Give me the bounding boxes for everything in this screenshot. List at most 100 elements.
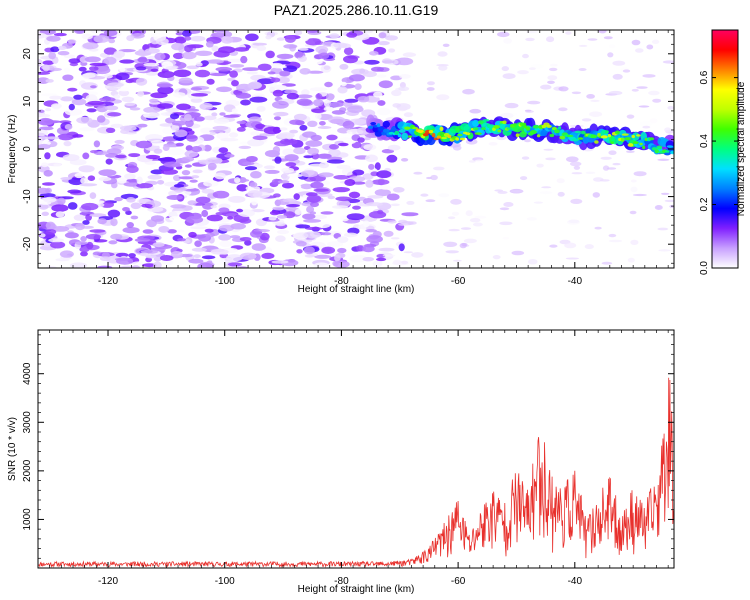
spectrogram-cell <box>608 239 623 243</box>
signal-cell <box>610 141 614 145</box>
spectrogram-cell <box>343 55 358 64</box>
spectrogram-cell <box>190 226 208 230</box>
spectrogram-cell <box>107 209 121 218</box>
spectrogram-cell <box>230 223 246 230</box>
spectrogram-cell <box>354 83 362 90</box>
spectrogram-cell <box>558 86 569 92</box>
spectrogram-cell <box>270 77 281 83</box>
spectrogram-cell <box>221 36 234 44</box>
spectrogram-cell <box>38 58 43 67</box>
spectrogram-cell <box>336 164 351 170</box>
spectrogram-cell <box>502 236 510 240</box>
spectrogram-cell <box>236 120 247 125</box>
signal-cell <box>656 145 663 150</box>
signal-cell <box>377 126 385 131</box>
spectrogram-cell <box>294 209 302 215</box>
spectrogram-cell <box>400 260 409 265</box>
spectrogram-cell <box>240 99 251 106</box>
spectrogram-cell <box>664 127 672 133</box>
signal-cell <box>422 133 429 137</box>
spectrogram-cell <box>333 175 350 180</box>
spectrogram-cell <box>549 244 558 248</box>
spectrogram-cell <box>145 71 159 76</box>
spectrogram-cell <box>382 254 396 257</box>
y-tick-label: 10 <box>22 95 33 107</box>
spectrogram-cell <box>607 52 614 58</box>
spectrogram-cell <box>391 89 402 97</box>
spectrogram-cell <box>86 241 94 250</box>
spectrogram-cell <box>138 48 145 56</box>
spectrogram-cell <box>63 141 72 147</box>
spectrogram-cell <box>365 229 377 233</box>
spectrogram-cell <box>150 68 159 73</box>
spectrogram-cell <box>157 86 174 95</box>
spectrogram-cell <box>427 81 435 86</box>
spectrogram-cell <box>300 170 318 178</box>
spectrogram-cell <box>398 219 408 224</box>
spectrogram-cell <box>438 193 450 198</box>
spectrogram-cell <box>165 107 180 113</box>
spectrogram-cell <box>363 144 377 151</box>
spectrogram-cell <box>329 101 344 108</box>
spectrogram-cell <box>351 141 362 149</box>
signal-cell <box>478 120 484 125</box>
spectrogram-cell <box>592 192 600 198</box>
spectrogram-cell <box>211 45 219 52</box>
spectrogram-cell <box>116 257 134 265</box>
spectrogram-cell <box>570 198 583 204</box>
spectrogram-cell <box>229 70 239 78</box>
spectrogram-cell <box>273 193 281 198</box>
y-tick-label: 0 <box>22 146 33 152</box>
spectrogram-cell <box>38 203 49 210</box>
spectrogram-cell <box>378 247 395 252</box>
signal-cell <box>536 134 541 138</box>
spectrogram-cell <box>652 98 662 103</box>
spectrogram-cell <box>322 247 332 252</box>
spectrogram-cell <box>276 37 285 41</box>
spectrogram-cell <box>169 216 182 222</box>
spectrogram-cell <box>256 105 266 112</box>
spectrogram-cell <box>305 38 322 46</box>
spectrogram-cell <box>357 96 370 103</box>
spectrogram-cell <box>209 72 228 77</box>
spectrogram-cell <box>272 100 289 109</box>
spectrogram-cell <box>38 32 47 39</box>
spectrogram-cell <box>630 179 637 183</box>
snr-y-axis-label: SNR (10 * v/v) <box>7 417 18 481</box>
spectrogram-cell <box>500 112 514 119</box>
spectrogram-cell <box>256 45 267 51</box>
spectrogram-cell <box>629 210 637 215</box>
spectrogram-cell <box>315 93 323 100</box>
spectrogram-cell <box>177 229 185 233</box>
spectrogram-cell <box>38 118 54 126</box>
spectrogram-cell <box>204 228 214 233</box>
spectrogram-cell <box>547 80 555 85</box>
spectrogram-cell <box>474 159 484 163</box>
spectrogram-cell <box>249 96 268 103</box>
spectrogram-cell <box>80 251 88 257</box>
spectrogram-cell <box>42 182 55 186</box>
spectrogram-cell <box>649 118 658 124</box>
spectrogram-cell <box>277 180 290 184</box>
spectrogram-cell <box>430 174 438 181</box>
snr-panel: -120 -100 -80 -60 -40 1000 2000 3000 4000 Heigh… <box>7 329 675 595</box>
spectrogram-cell <box>119 59 135 64</box>
spectrogram-cell <box>525 31 538 34</box>
spectrogram-cell <box>302 213 316 220</box>
signal-cell <box>670 150 674 155</box>
spectrogram-cell <box>450 198 462 205</box>
spectrogram-cell <box>49 95 62 100</box>
spectrogram-cell <box>488 142 498 146</box>
spectrogram-cell <box>337 236 349 244</box>
spectrogram-cell <box>38 187 51 194</box>
spectrogram-cell <box>510 34 522 38</box>
spectrogram-cell <box>78 165 95 173</box>
spectrogram-cell <box>195 50 213 56</box>
colorbar-tick-label: 0.4 <box>699 134 710 148</box>
spectrogram-cell <box>218 224 235 232</box>
spectrogram-cell <box>385 35 398 41</box>
spectrogram-cell <box>203 180 219 187</box>
spectrogram-cell <box>309 87 328 92</box>
spectrogram-cell <box>185 108 200 112</box>
spectrogram-cell <box>267 71 276 75</box>
